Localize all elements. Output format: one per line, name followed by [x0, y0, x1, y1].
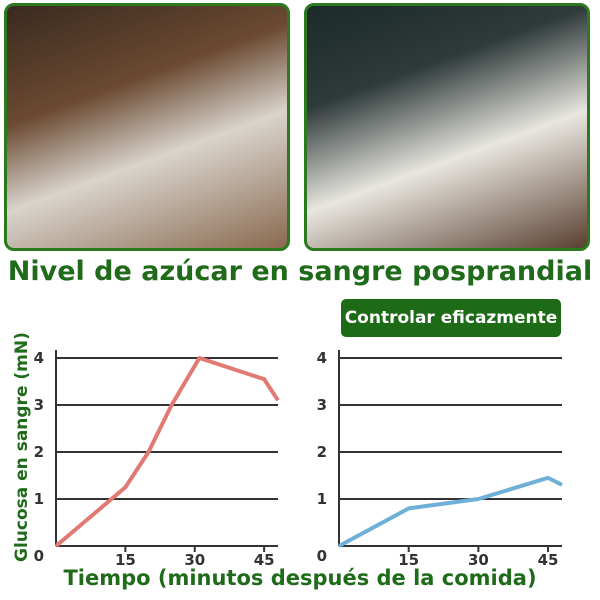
- y-tick-label: 4: [317, 349, 327, 367]
- badge-controlar: Controlar eficazmente: [341, 299, 561, 337]
- photo-man-eating-burger: [304, 3, 590, 251]
- y-tick-label: 3: [317, 396, 327, 414]
- x-axis-label: Tiempo (minutos después de la comida): [63, 566, 537, 590]
- page-title: Nivel de azúcar en sangre posprandial: [7, 256, 593, 287]
- series-line: [338, 475, 563, 548]
- y-tick-label: 3: [34, 396, 44, 414]
- y-tick-label: 0: [34, 547, 44, 565]
- y-axis-label: Glucosa en sangre (mN): [12, 332, 32, 562]
- photo-man-eating-dessert: [4, 3, 290, 251]
- y-tick-label: 2: [34, 443, 44, 461]
- x-tick-label: 45: [254, 551, 275, 569]
- y-tick-label: 1: [317, 490, 327, 508]
- x-tick-label: 30: [468, 551, 489, 569]
- x-tick-label: 30: [184, 551, 205, 569]
- x-tick-label: 15: [398, 551, 419, 569]
- y-tick-label: 0: [317, 547, 327, 565]
- y-tick-label: 2: [317, 443, 327, 461]
- y-tick-label: 4: [34, 349, 44, 367]
- y-tick-label: 1: [34, 490, 44, 508]
- x-tick-label: 45: [538, 551, 559, 569]
- x-tick-label: 15: [115, 551, 136, 569]
